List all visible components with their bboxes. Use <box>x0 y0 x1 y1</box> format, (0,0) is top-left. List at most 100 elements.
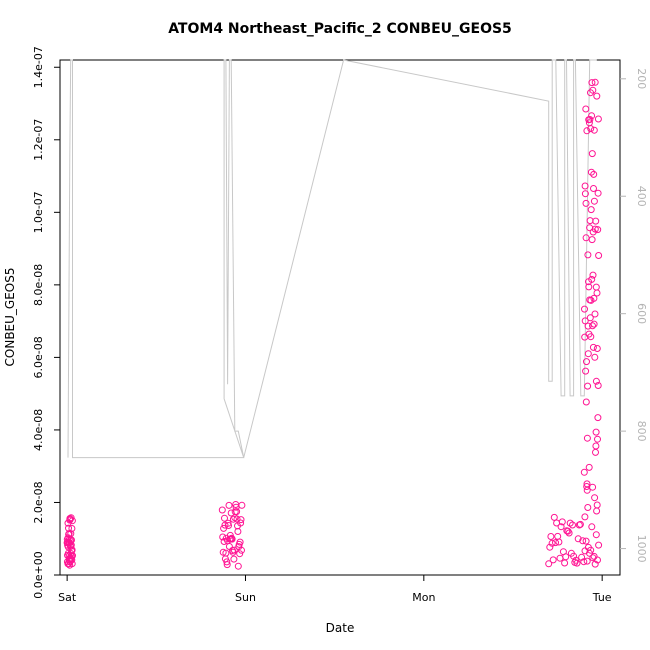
data-point <box>236 550 244 558</box>
data-point <box>590 197 598 205</box>
data-point <box>592 217 600 225</box>
y-tick-label: 1.4e-07 <box>32 46 45 88</box>
data-point <box>582 199 590 207</box>
data-point <box>583 486 591 494</box>
y2-axis: 200 400 600 800 1000 <box>620 68 648 563</box>
data-point <box>587 206 595 214</box>
data-point <box>68 536 75 544</box>
data-point <box>587 333 595 341</box>
plot-frame <box>59 59 621 576</box>
data-point <box>581 190 589 198</box>
data-point <box>576 520 584 528</box>
y-tick-label: 1.2e-07 <box>32 119 45 161</box>
data-point <box>219 533 227 541</box>
data-point <box>590 185 597 192</box>
x-tick-label: Sat <box>58 591 77 604</box>
data-point <box>582 367 590 375</box>
data-point <box>68 517 76 525</box>
data-point <box>67 555 75 563</box>
data-point <box>585 283 593 291</box>
data-point <box>593 345 601 352</box>
data-point <box>595 252 603 259</box>
data-point <box>592 442 600 450</box>
data-point <box>592 428 600 436</box>
data-point <box>573 559 581 567</box>
data-point <box>68 525 76 532</box>
data-point <box>583 127 591 135</box>
data-point <box>590 170 598 178</box>
data-point <box>588 523 596 531</box>
data-point <box>587 168 595 176</box>
data-point <box>585 463 593 471</box>
data-point <box>591 353 599 361</box>
y2-tick-label: 400 <box>635 186 648 207</box>
data-point <box>557 523 565 531</box>
data-point <box>589 271 597 279</box>
data-point <box>549 556 557 564</box>
data-point <box>233 508 241 516</box>
data-point <box>593 289 601 297</box>
data-point <box>237 516 245 524</box>
data-point <box>583 557 591 565</box>
x-tick-label: Mon <box>412 591 435 604</box>
data-point <box>592 531 600 539</box>
data-point <box>582 537 590 545</box>
data-point <box>588 275 596 283</box>
data-point <box>587 125 595 133</box>
data-point <box>545 560 553 568</box>
y2-tick-label: 200 <box>635 68 648 89</box>
data-point <box>592 377 600 385</box>
y-axis: 0.0e+00 2.0e-08 4.0e-08 6.0e-08 8.0e-08 1.0e-… <box>32 46 60 599</box>
data-point <box>225 522 232 529</box>
data-point <box>582 105 590 113</box>
data-point <box>589 343 597 351</box>
data-point <box>69 552 76 560</box>
data-point <box>581 513 589 521</box>
data-point <box>230 555 238 563</box>
data-point <box>584 382 592 390</box>
data-point <box>550 513 558 521</box>
data-point <box>223 558 231 566</box>
y-tick-label: 0.0e+00 <box>32 551 45 598</box>
data-point <box>569 521 576 529</box>
data-point <box>588 112 596 120</box>
data-point <box>595 541 603 549</box>
data-point <box>581 333 589 341</box>
data-point <box>591 78 599 86</box>
data-point <box>238 501 246 509</box>
y2-tick-label: 800 <box>635 421 648 442</box>
data-point <box>594 226 602 234</box>
data-point <box>593 507 601 515</box>
data-point <box>68 560 76 568</box>
y-tick-label: 8.0e-08 <box>32 264 45 306</box>
data-point <box>592 283 600 291</box>
data-point <box>558 518 566 526</box>
data-point <box>593 501 601 509</box>
data-point <box>594 382 602 389</box>
data-point <box>234 562 242 570</box>
pressure-line <box>67 59 597 459</box>
data-point <box>228 535 236 543</box>
data-point <box>589 322 596 330</box>
y-tick-label: 6.0e-08 <box>32 336 45 378</box>
data-point <box>565 529 573 537</box>
data-point <box>229 515 237 523</box>
x-tick-label: Tue <box>592 591 612 604</box>
data-point <box>584 350 592 358</box>
x-axis-label: Date <box>326 621 355 635</box>
data-point <box>584 251 592 259</box>
data-point <box>594 414 602 422</box>
data-point <box>586 217 594 225</box>
data-point <box>590 552 598 560</box>
data-point <box>546 543 554 551</box>
data-point <box>594 556 601 564</box>
data-point <box>552 539 559 547</box>
data-point <box>230 546 238 554</box>
data-point <box>580 558 588 566</box>
data-point <box>588 150 596 158</box>
data-point <box>586 314 594 322</box>
data-point <box>223 561 231 569</box>
data-point <box>591 560 599 568</box>
y-tick-label: 1.0e-07 <box>32 191 45 233</box>
